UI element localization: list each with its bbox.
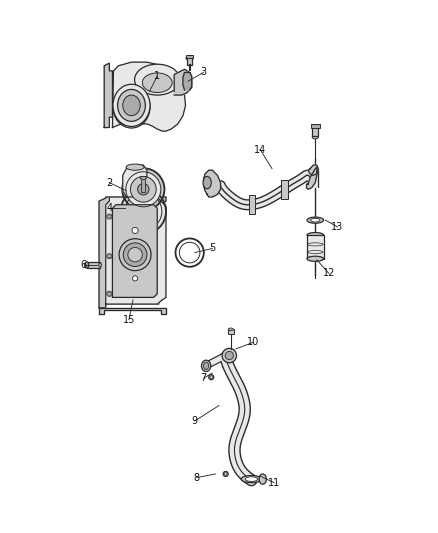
Ellipse shape (131, 176, 156, 202)
Ellipse shape (113, 86, 150, 128)
Ellipse shape (203, 176, 211, 189)
Text: 6: 6 (81, 260, 87, 270)
Ellipse shape (140, 176, 146, 180)
Ellipse shape (241, 475, 262, 483)
Polygon shape (307, 167, 317, 189)
Ellipse shape (223, 471, 228, 477)
Ellipse shape (117, 90, 145, 122)
Ellipse shape (107, 254, 112, 259)
Ellipse shape (126, 164, 144, 170)
Polygon shape (113, 205, 157, 297)
Ellipse shape (228, 330, 233, 333)
Text: 12: 12 (322, 268, 335, 278)
Ellipse shape (138, 184, 149, 195)
Ellipse shape (222, 349, 237, 363)
Text: 11: 11 (268, 478, 280, 488)
Ellipse shape (312, 136, 318, 139)
Text: 1: 1 (154, 71, 160, 81)
Ellipse shape (210, 376, 212, 378)
Bar (87, 262, 99, 268)
Polygon shape (308, 165, 318, 175)
Text: 4: 4 (106, 203, 113, 213)
Ellipse shape (204, 362, 208, 369)
Ellipse shape (311, 219, 320, 222)
Bar (228, 329, 233, 334)
Ellipse shape (224, 473, 227, 475)
Polygon shape (307, 235, 324, 259)
Polygon shape (106, 197, 166, 304)
Bar (186, 55, 193, 58)
Polygon shape (183, 72, 192, 90)
Text: 14: 14 (254, 144, 266, 155)
Text: 13: 13 (331, 222, 343, 232)
Text: 15: 15 (123, 314, 135, 325)
Ellipse shape (134, 64, 180, 95)
Ellipse shape (259, 474, 266, 484)
Ellipse shape (208, 375, 214, 379)
Ellipse shape (186, 56, 193, 60)
Bar (312, 126, 318, 136)
Bar (141, 177, 145, 192)
Ellipse shape (107, 291, 112, 296)
Polygon shape (174, 69, 192, 95)
Polygon shape (123, 165, 147, 197)
Ellipse shape (118, 92, 145, 123)
Ellipse shape (123, 243, 147, 266)
Ellipse shape (119, 239, 151, 271)
Ellipse shape (85, 262, 89, 268)
Ellipse shape (128, 247, 142, 262)
Ellipse shape (133, 276, 138, 281)
Text: 5: 5 (209, 244, 215, 254)
Polygon shape (99, 197, 166, 308)
Ellipse shape (122, 168, 164, 211)
Ellipse shape (108, 255, 111, 258)
Ellipse shape (113, 84, 150, 126)
Ellipse shape (225, 351, 233, 360)
Bar (187, 57, 192, 65)
Ellipse shape (99, 263, 101, 267)
Ellipse shape (142, 73, 172, 93)
Ellipse shape (126, 172, 161, 207)
Ellipse shape (201, 360, 211, 372)
Text: 2: 2 (106, 177, 113, 188)
Text: 7: 7 (201, 373, 207, 383)
Ellipse shape (108, 292, 111, 295)
Bar (249, 195, 255, 214)
Bar (311, 124, 320, 128)
Ellipse shape (245, 477, 258, 481)
Text: 3: 3 (201, 68, 207, 77)
Ellipse shape (132, 228, 138, 233)
Text: 9: 9 (192, 416, 198, 426)
Ellipse shape (307, 217, 324, 223)
Bar (282, 180, 288, 199)
Ellipse shape (307, 232, 324, 238)
Ellipse shape (307, 256, 324, 261)
Polygon shape (104, 63, 113, 127)
Text: 8: 8 (194, 473, 200, 482)
Ellipse shape (123, 97, 140, 117)
Ellipse shape (123, 95, 140, 116)
Ellipse shape (228, 328, 233, 330)
Text: 10: 10 (247, 337, 260, 347)
Polygon shape (204, 170, 221, 197)
Ellipse shape (108, 215, 111, 218)
Polygon shape (99, 308, 166, 314)
Ellipse shape (107, 214, 112, 219)
Polygon shape (113, 62, 186, 131)
